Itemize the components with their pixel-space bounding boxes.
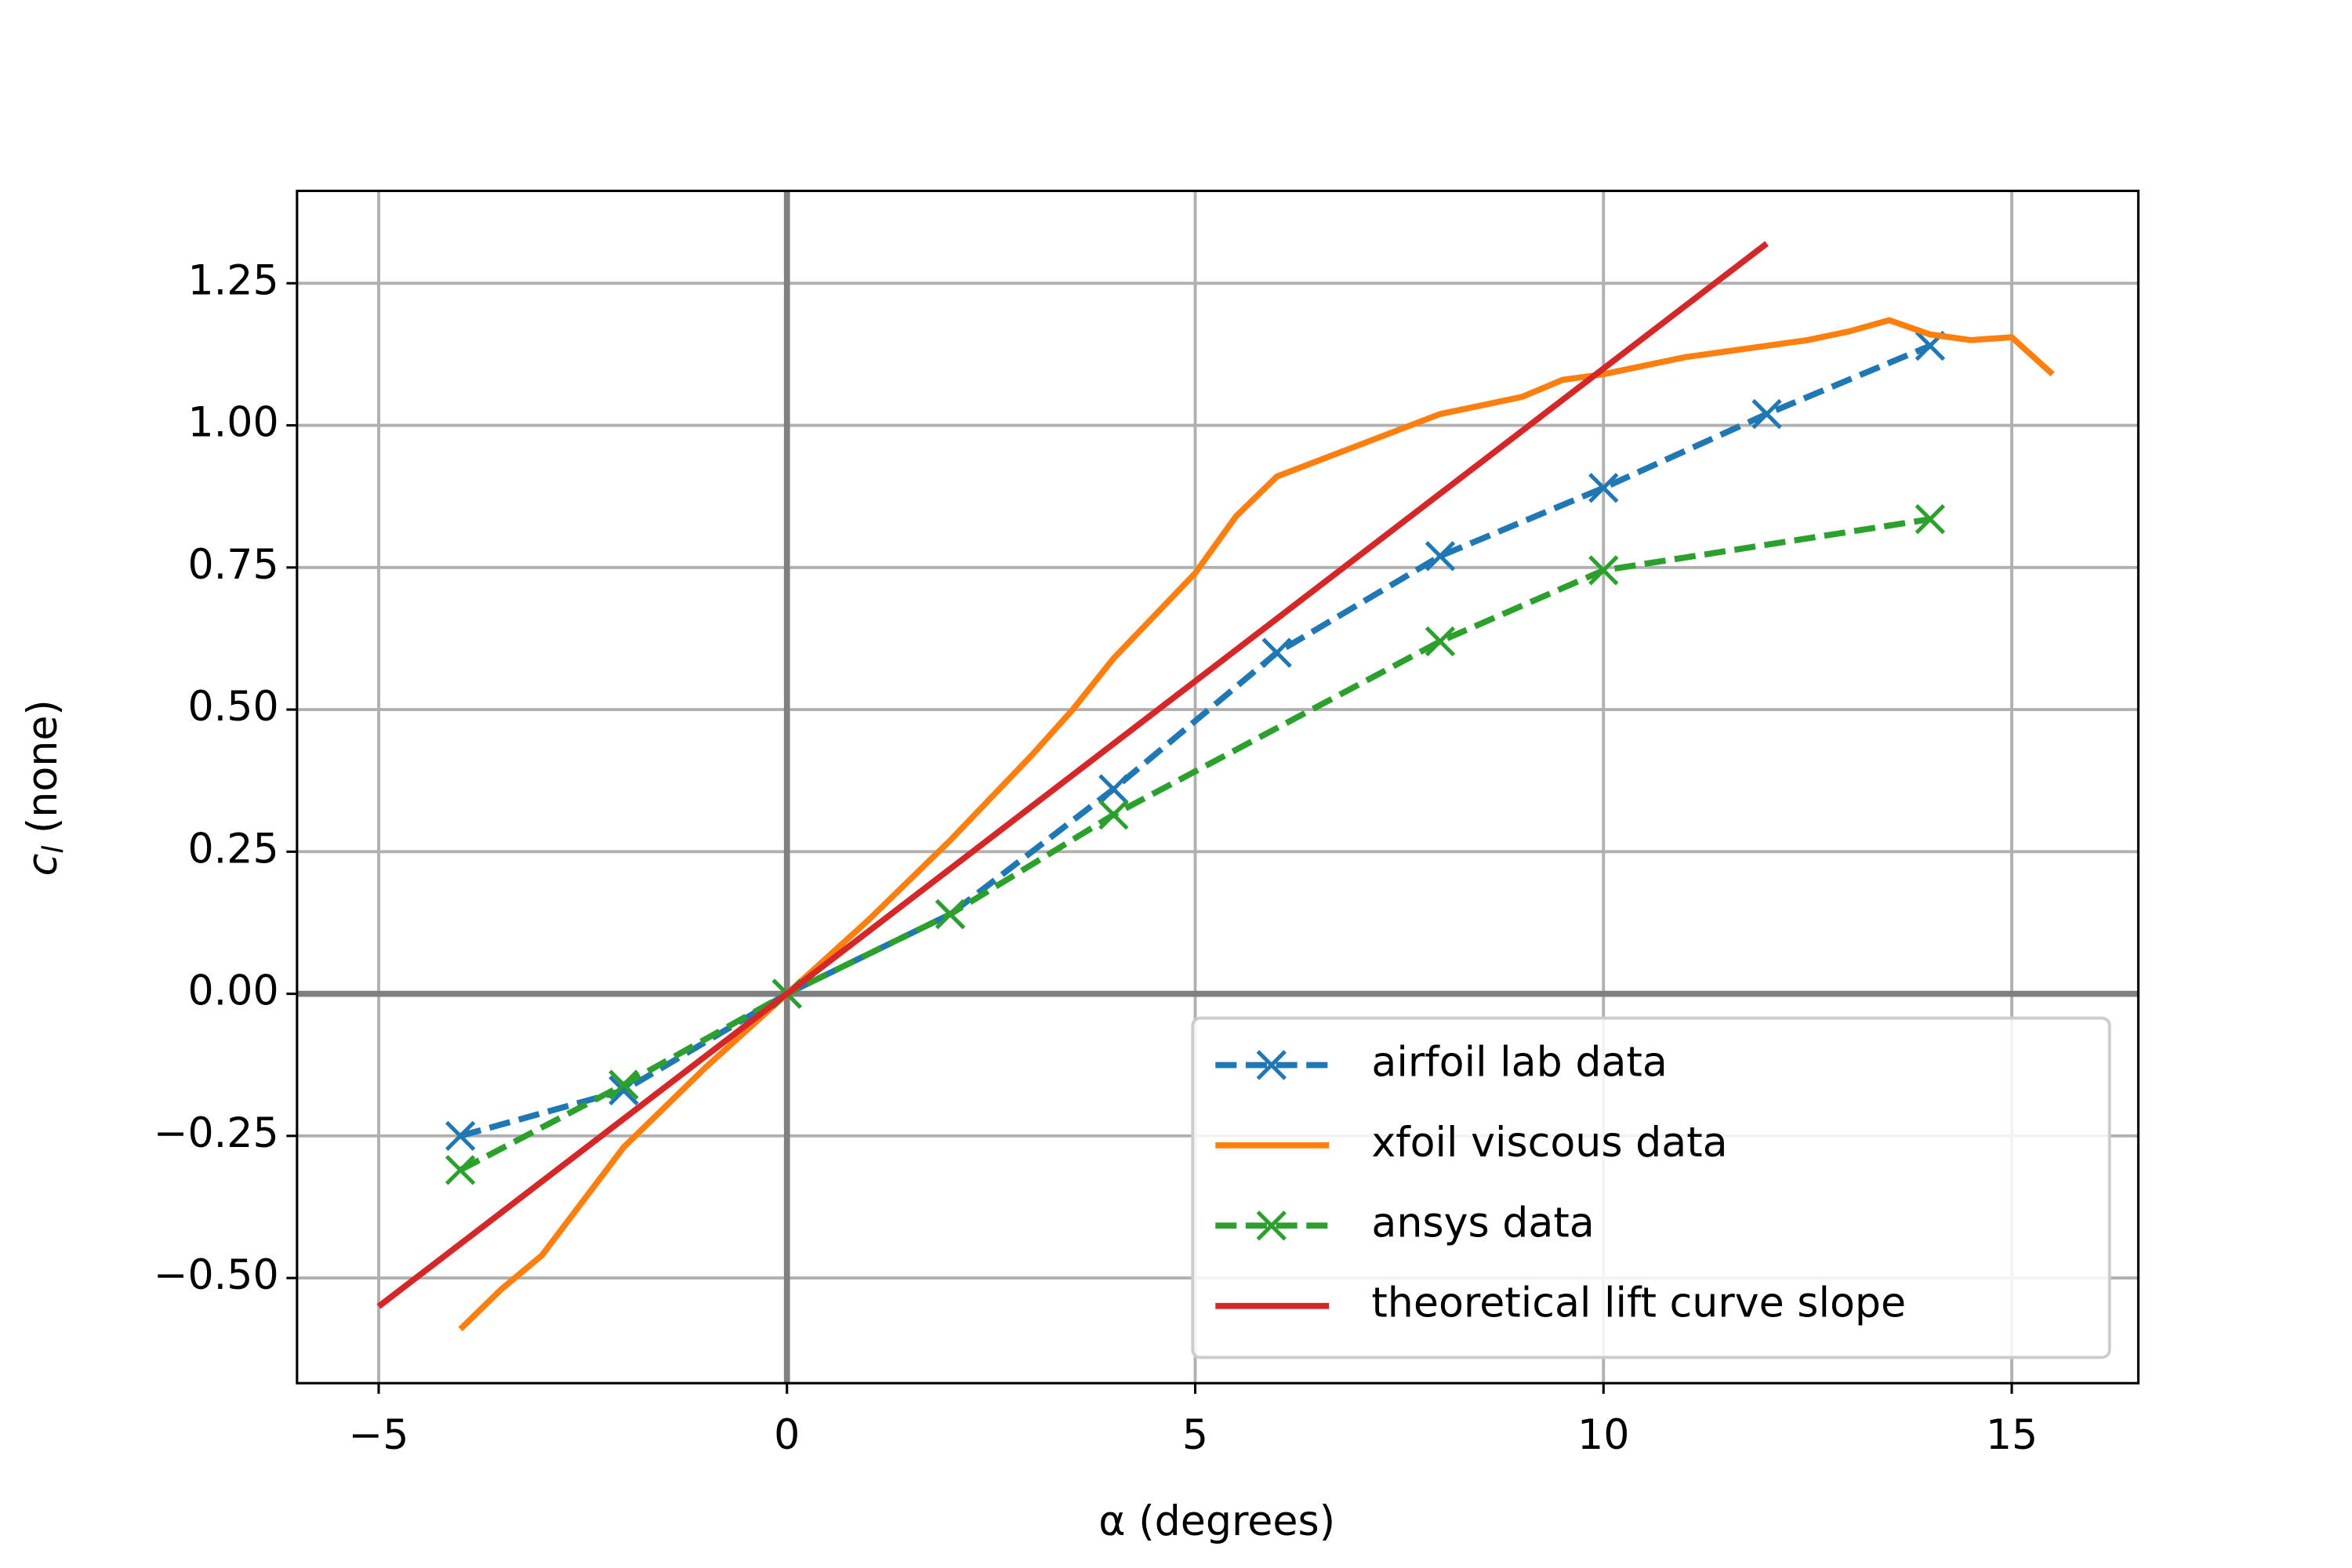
marker	[1425, 541, 1456, 572]
y-tick-label: 1.00	[187, 400, 278, 447]
marker	[608, 1069, 639, 1100]
y-tick-label: 0.75	[187, 542, 278, 589]
x-tick-label: 5	[1182, 1412, 1208, 1459]
y-axis-unit: (none)	[20, 699, 67, 833]
marker	[1261, 637, 1292, 668]
marker	[1915, 504, 1946, 535]
series-line	[376, 241, 1769, 1309]
legend-box	[1191, 1016, 2111, 1359]
marker	[1425, 626, 1456, 657]
y-tick-label: 1.25	[187, 257, 278, 304]
y-axis-label: cl (none)	[20, 699, 70, 876]
legend-marker	[1256, 1210, 1287, 1241]
marker	[1098, 800, 1129, 830]
marker	[445, 1120, 476, 1152]
marker	[1588, 473, 1619, 503]
marker	[1751, 398, 1782, 430]
legend-label: airfoil lab data	[1371, 1039, 1668, 1086]
legend-label: xfoil viscous data	[1371, 1120, 1727, 1167]
marker	[935, 898, 966, 930]
marker	[1098, 774, 1129, 804]
x-tick-label: −5	[349, 1412, 409, 1459]
y-tick-label: 0.00	[187, 968, 278, 1015]
x-tick-label: 10	[1577, 1412, 1629, 1459]
plot-area	[376, 241, 2055, 1332]
legend-label: ansys data	[1371, 1200, 1594, 1247]
x-tick-label: 0	[774, 1412, 800, 1459]
x-axis-label: α (degrees)	[1098, 1498, 1335, 1545]
axes-frame	[296, 189, 2140, 1385]
x-tick-label: 15	[1986, 1412, 2038, 1459]
legend-marker	[1256, 1050, 1287, 1080]
y-tick-label: 0.50	[187, 684, 278, 731]
series-line	[459, 343, 1932, 1139]
y-tick-label: 0.25	[187, 826, 278, 873]
y-axis-symbol: c	[20, 854, 67, 877]
marker	[1588, 555, 1619, 586]
series-line	[458, 317, 2055, 1332]
legend-label: theoretical lift curve slope	[1371, 1280, 1906, 1327]
y-tick-label: −0.50	[154, 1252, 279, 1299]
y-tick-label: −0.25	[154, 1110, 279, 1157]
marker	[445, 1155, 476, 1185]
series-line	[459, 516, 1931, 1173]
y-axis-subscript: l	[36, 845, 70, 854]
legend: airfoil lab data xfoil viscous data ansys …	[1191, 1016, 2111, 1359]
